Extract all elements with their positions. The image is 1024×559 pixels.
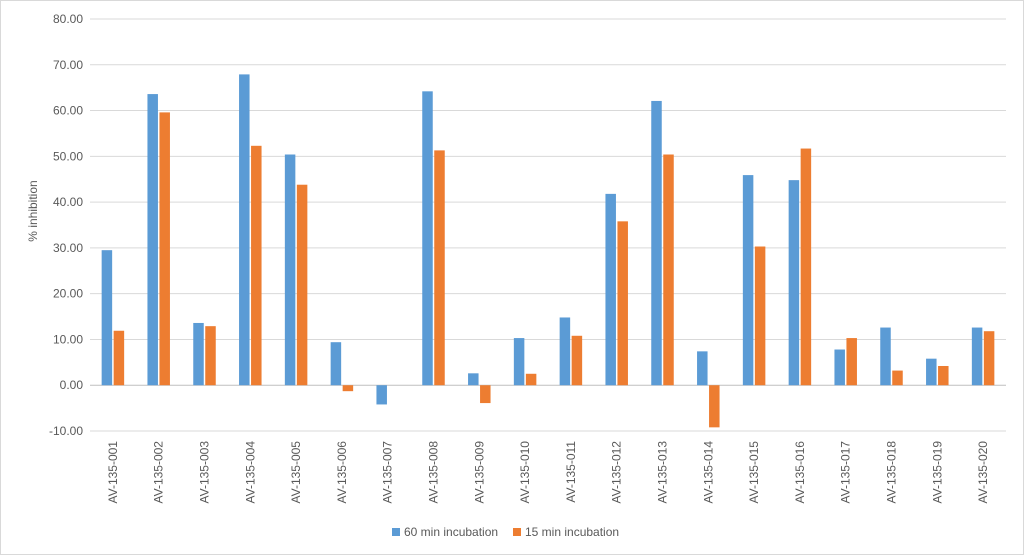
bar-series-2: [892, 370, 903, 386]
bar-series-2: [296, 184, 308, 386]
x-tick-label: AV-135-019: [930, 441, 944, 504]
y-tick-label: 40.00: [53, 195, 83, 209]
x-tick-label: AV-135-009: [472, 441, 486, 504]
x-tick-label: AV-135-011: [564, 441, 578, 503]
bar-series-1: [101, 250, 113, 386]
x-tick-label: AV-135-010: [518, 441, 532, 504]
bar-series-1: [193, 322, 204, 386]
y-axis-label: % inhibition: [26, 180, 40, 241]
bar-series-1: [559, 317, 571, 386]
bar-series-1: [971, 327, 983, 386]
x-tick-label: AV-135-003: [198, 441, 212, 504]
bar-series-1: [147, 94, 158, 386]
bar-series-2: [525, 373, 537, 386]
bar-series-2: [846, 338, 857, 386]
bar-series-1: [284, 154, 296, 386]
x-tick-label: AV-135-018: [885, 441, 899, 504]
legend-swatch: [513, 528, 521, 536]
x-tick-label: AV-135-013: [656, 441, 670, 504]
bar-series-1: [422, 91, 433, 386]
bar-series-2: [205, 326, 216, 386]
bar-series-2: [571, 335, 583, 386]
bar-series-2: [800, 148, 812, 386]
bar-series-1: [651, 100, 662, 386]
bar-series-1: [926, 358, 937, 386]
bars: [101, 74, 995, 428]
bar-series-2: [709, 385, 720, 428]
x-tick-label: AV-135-006: [335, 441, 349, 504]
legend: 60 min incubation 15 min incubation: [392, 525, 619, 539]
y-axis-ticks: -10.00 0.00 10.00 20.00 30.00 40.00 50.00 60.00…: [49, 12, 83, 438]
x-tick-label: AV-135-014: [701, 441, 715, 504]
bar-series-1: [697, 351, 708, 386]
bar-series-2: [983, 331, 995, 386]
bar-series-1: [880, 327, 891, 386]
bar-series-2: [617, 221, 628, 386]
bar-series-2: [342, 385, 354, 392]
legend-label: 15 min incubation: [525, 525, 619, 539]
y-tick-label: 30.00: [53, 241, 83, 255]
y-tick-label: 50.00: [53, 149, 83, 163]
x-tick-label: AV-135-016: [793, 441, 807, 504]
bar-series-2: [251, 145, 262, 386]
x-tick-label: AV-135-012: [610, 441, 624, 504]
gridlines: [90, 18, 1006, 432]
x-tick-label: AV-135-005: [289, 441, 303, 504]
bar-series-1: [330, 342, 342, 386]
bar-series-2: [159, 112, 170, 386]
bar-series-1: [513, 338, 525, 386]
y-tick-label: 70.00: [53, 58, 83, 72]
bar-series-2: [480, 385, 491, 404]
bar-series-2: [663, 154, 674, 386]
bar-series-1: [239, 74, 250, 386]
x-tick-label: AV-135-017: [839, 441, 853, 504]
bar-series-1: [468, 373, 479, 386]
bar-series-2: [754, 246, 766, 386]
y-tick-label: 0.00: [60, 378, 84, 392]
x-tick-label: AV-135-008: [427, 441, 441, 504]
x-tick-label: AV-135-004: [243, 441, 257, 504]
y-tick-label: 10.00: [53, 332, 83, 346]
y-tick-label: 20.00: [53, 287, 83, 301]
bar-series-2: [113, 330, 125, 386]
y-tick-label: 60.00: [53, 104, 83, 118]
bar-series-1: [376, 385, 387, 405]
bar-series-2: [938, 365, 949, 386]
legend-swatch: [392, 528, 400, 536]
legend-label: 60 min incubation: [404, 525, 498, 539]
x-tick-label: AV-135-015: [747, 441, 761, 504]
bar-series-1: [605, 193, 616, 386]
x-tick-label: AV-135-007: [381, 441, 395, 504]
bar-series-2: [434, 150, 445, 386]
x-tick-label: AV-135-001: [106, 441, 120, 504]
bar-series-1: [742, 175, 754, 386]
x-axis-ticks: AV-135-001 AV-135-002 AV-135-003 AV-135-004…: [106, 441, 990, 504]
y-tick-label: -10.00: [49, 424, 83, 438]
bar-series-1: [788, 180, 800, 386]
x-tick-label: AV-135-002: [152, 441, 166, 504]
y-tick-label: 80.00: [53, 12, 83, 26]
bar-series-1: [834, 349, 845, 386]
x-tick-label: AV-135-020: [976, 441, 990, 504]
